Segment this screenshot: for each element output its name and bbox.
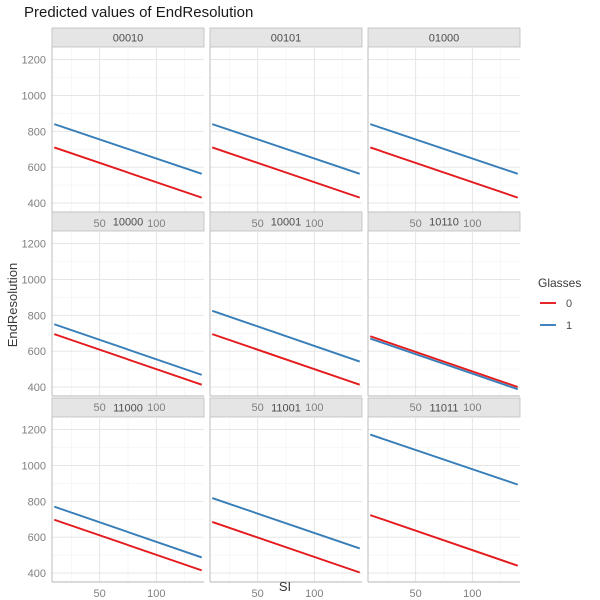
facet-grid: 00010 00101 01000 10000 10001 10110 11000 11001… (51, 27, 521, 583)
series-line-glasses-0 (369, 146, 519, 199)
y-tick-label: 600 (28, 162, 46, 174)
facet-panel: 00010 (51, 27, 205, 213)
y-tick-label: 800 (28, 496, 46, 508)
x-tick-label: 50 (252, 218, 264, 230)
legend: Glasses 0 1 (538, 276, 581, 332)
series-line-glasses-0 (211, 146, 361, 199)
series-line-glasses-0 (211, 333, 361, 386)
x-axis-title: SI (279, 579, 291, 594)
series-line-glasses-1 (211, 497, 361, 550)
facet-strip-label: 11001 (271, 403, 301, 415)
series-line-glasses-0 (369, 514, 519, 567)
x-tick-label: 50 (94, 588, 106, 600)
x-axis-tick-labels: 50 100 50 100 50 100 50 100 50 100 50 100 50 100 50 100… (94, 218, 482, 600)
y-tick-label: 1200 (22, 239, 46, 251)
facet-panel: 00101 (209, 27, 363, 213)
y-tick-label: 1200 (22, 425, 46, 437)
facet-strip-label: 11011 (430, 403, 459, 415)
y-tick-label: 800 (28, 310, 46, 322)
facet-strip-label: 11000 (113, 403, 143, 415)
x-tick-label: 100 (147, 588, 165, 600)
facet-strip-label: 00101 (271, 33, 302, 45)
facet-panel: 10000 (51, 211, 205, 397)
facet-panel: 11000 (51, 397, 205, 583)
facet-panel: 11011 (367, 397, 521, 583)
y-axis-title: EndResolution (5, 263, 20, 348)
y-tick-label: 1000 (22, 460, 46, 472)
y-tick-label: 1200 (22, 55, 46, 67)
y-tick-label: 1000 (22, 90, 46, 102)
series-line-glasses-1 (369, 123, 519, 175)
x-tick-label: 100 (305, 588, 323, 600)
x-tick-label: 50 (94, 218, 106, 230)
series-line-glasses-1 (53, 123, 203, 175)
series-line-glasses-1 (53, 323, 203, 376)
y-tick-label: 800 (28, 126, 46, 138)
series-line-glasses-1 (211, 309, 361, 363)
x-tick-label: 100 (463, 588, 481, 600)
x-tick-label: 100 (147, 218, 165, 230)
series-line-glasses-0 (53, 518, 203, 572)
x-tick-label: 50 (410, 588, 422, 600)
x-tick-label: 50 (94, 402, 106, 414)
y-axis-tick-labels: 400 600 800 1000 1200 400 600 800 1000 1200 400 600… (22, 55, 46, 580)
facet-strip-label: 10110 (429, 217, 459, 229)
y-tick-label: 400 (28, 568, 46, 580)
series-line-glasses-0 (53, 146, 203, 199)
series-line-glasses-0 (53, 333, 203, 386)
y-tick-label: 600 (28, 532, 46, 544)
legend-title: Glasses (538, 276, 581, 290)
y-tick-label: 600 (28, 346, 46, 358)
x-tick-label: 100 (463, 218, 481, 230)
y-tick-label: 1000 (22, 274, 46, 286)
x-tick-label: 100 (463, 402, 481, 414)
x-tick-label: 50 (410, 402, 422, 414)
facet-panel: 01000 (367, 27, 521, 213)
x-tick-label: 50 (252, 402, 264, 414)
legend-label: 1 (566, 320, 572, 332)
series-line-glasses-1 (369, 337, 519, 391)
x-tick-label: 100 (147, 402, 165, 414)
series-line-glasses-0 (369, 335, 519, 388)
x-tick-label: 50 (252, 588, 264, 600)
facet-strip-label: 10000 (113, 217, 144, 229)
facet-panel: 11001 (209, 397, 363, 583)
facet-strip-label: 01000 (429, 33, 460, 45)
y-tick-label: 400 (28, 198, 46, 210)
facet-strip-label: 00010 (113, 33, 144, 45)
x-tick-label: 50 (410, 218, 422, 230)
series-line-glasses-1 (211, 123, 361, 175)
facet-strip-label: 10001 (271, 217, 302, 229)
series-line-glasses-0 (211, 521, 361, 574)
facet-panel: 10001 (209, 211, 363, 397)
facet-panel: 10110 (367, 211, 521, 397)
series-line-glasses-1 (369, 433, 519, 486)
y-tick-label: 400 (28, 382, 46, 394)
x-tick-label: 100 (305, 402, 323, 414)
chart-title: Predicted values of EndResolution (24, 4, 253, 21)
x-tick-label: 100 (305, 218, 323, 230)
legend-label: 0 (566, 298, 572, 310)
series-line-glasses-1 (53, 505, 203, 559)
